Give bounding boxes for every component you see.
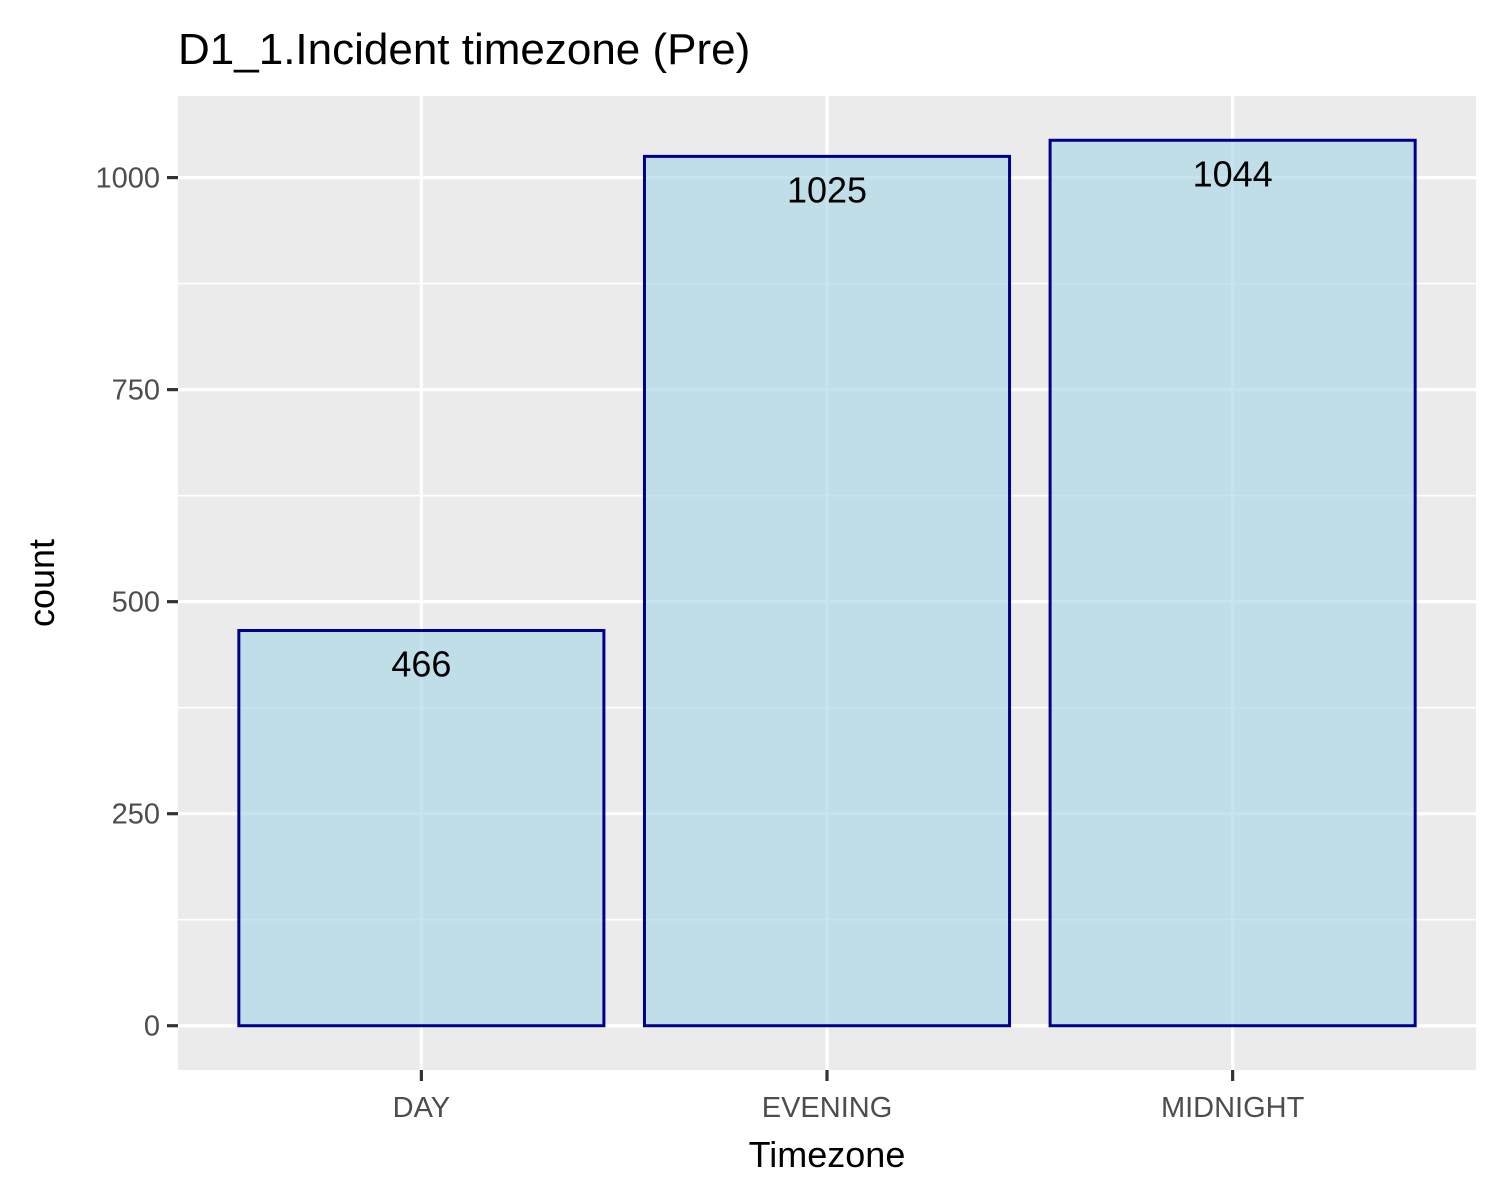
x-axis: DAY EVENING MIDNIGHT	[393, 1070, 1305, 1124]
bar-midnight	[1048, 138, 1417, 1028]
data-labels-group: 466 1025 1044	[391, 153, 1272, 684]
bars-group	[237, 138, 1417, 1028]
y-tick-label: 750	[112, 375, 160, 407]
x-tick-label: EVENING	[762, 1092, 893, 1124]
y-tick-label: 1000	[95, 163, 160, 195]
data-label-midnight: 1044	[1193, 153, 1273, 194]
y-axis-title: count	[21, 539, 62, 627]
data-label-evening: 1025	[787, 169, 867, 210]
x-tick-label: MIDNIGHT	[1161, 1092, 1305, 1124]
chart-title: D1_1.Incident timezone (Pre)	[178, 25, 750, 74]
bar-evening	[642, 154, 1012, 1028]
y-axis: 0 250 500 750 1000	[95, 163, 178, 1043]
data-label-day: 466	[391, 643, 451, 684]
x-tick-label: DAY	[393, 1092, 450, 1124]
x-axis-title: Timezone	[749, 1134, 906, 1175]
y-tick-label: 250	[112, 799, 160, 831]
y-tick-label: 500	[112, 587, 160, 619]
bar-day	[237, 628, 606, 1028]
y-tick-label: 0	[144, 1011, 160, 1043]
